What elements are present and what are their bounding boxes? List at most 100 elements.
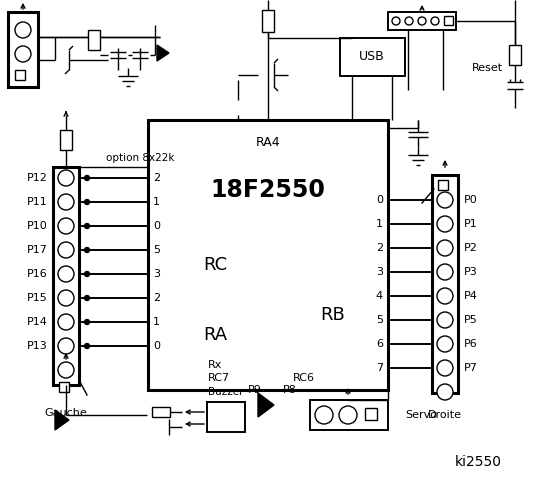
- Text: RA: RA: [203, 326, 227, 344]
- Text: 5: 5: [153, 245, 160, 255]
- Circle shape: [58, 218, 74, 234]
- Circle shape: [437, 384, 453, 400]
- Circle shape: [58, 170, 74, 186]
- Text: P15: P15: [27, 293, 48, 303]
- Bar: [388, 12, 456, 30]
- Circle shape: [431, 17, 439, 25]
- Polygon shape: [157, 45, 169, 61]
- Text: P16: P16: [27, 269, 48, 279]
- Circle shape: [437, 216, 453, 232]
- Circle shape: [85, 344, 90, 348]
- Bar: [310, 400, 388, 430]
- Circle shape: [58, 290, 74, 306]
- Text: 2: 2: [153, 173, 160, 183]
- Text: P11: P11: [27, 197, 48, 207]
- Circle shape: [437, 360, 453, 376]
- Circle shape: [58, 242, 74, 258]
- Text: P0: P0: [464, 195, 478, 205]
- Text: Buzzer: Buzzer: [208, 387, 244, 397]
- Text: 1: 1: [153, 197, 160, 207]
- Text: 2: 2: [376, 243, 383, 253]
- Text: 3: 3: [153, 269, 160, 279]
- Circle shape: [437, 240, 453, 256]
- Circle shape: [437, 264, 453, 280]
- Circle shape: [437, 192, 453, 208]
- Text: P9: P9: [248, 385, 262, 395]
- Text: 0: 0: [153, 341, 160, 351]
- Bar: [207, 402, 245, 432]
- Circle shape: [437, 312, 453, 328]
- Text: ki2550: ki2550: [455, 455, 502, 469]
- Text: RB: RB: [321, 306, 346, 324]
- Bar: [8, 12, 38, 87]
- Bar: [438, 180, 448, 190]
- Text: RC: RC: [203, 256, 227, 274]
- Circle shape: [315, 406, 333, 424]
- Circle shape: [85, 248, 90, 252]
- Text: P12: P12: [27, 173, 48, 183]
- Circle shape: [58, 338, 74, 354]
- Circle shape: [339, 406, 357, 424]
- Bar: [509, 45, 521, 65]
- Circle shape: [437, 336, 453, 352]
- Text: 4: 4: [376, 291, 383, 301]
- Text: P8: P8: [283, 385, 297, 395]
- Circle shape: [85, 224, 90, 228]
- Text: 0: 0: [376, 195, 383, 205]
- Circle shape: [418, 17, 426, 25]
- Circle shape: [85, 296, 90, 300]
- Circle shape: [15, 22, 31, 38]
- Text: 6: 6: [376, 339, 383, 349]
- Text: 2: 2: [153, 293, 160, 303]
- Bar: [432, 175, 458, 393]
- Text: P1: P1: [464, 219, 478, 229]
- Text: P2: P2: [464, 243, 478, 253]
- Circle shape: [58, 266, 74, 282]
- Bar: [60, 130, 72, 150]
- Text: option 8x22k: option 8x22k: [106, 153, 175, 163]
- Text: P14: P14: [27, 317, 48, 327]
- Text: 1: 1: [376, 219, 383, 229]
- Polygon shape: [258, 393, 274, 417]
- Text: P7: P7: [464, 363, 478, 373]
- Text: 3: 3: [376, 267, 383, 277]
- Bar: [444, 16, 453, 25]
- Text: Servo: Servo: [405, 410, 437, 420]
- Circle shape: [15, 46, 31, 62]
- Circle shape: [58, 194, 74, 210]
- Circle shape: [85, 176, 90, 180]
- Circle shape: [437, 288, 453, 304]
- Text: P3: P3: [464, 267, 478, 277]
- Text: Rx: Rx: [208, 360, 222, 370]
- Text: 1: 1: [153, 317, 160, 327]
- Circle shape: [405, 17, 413, 25]
- Circle shape: [58, 362, 74, 378]
- Circle shape: [85, 272, 90, 276]
- Text: P6: P6: [464, 339, 478, 349]
- Text: P13: P13: [27, 341, 48, 351]
- Text: P17: P17: [27, 245, 48, 255]
- Bar: [340, 38, 405, 76]
- Bar: [53, 167, 79, 385]
- Bar: [365, 408, 377, 420]
- Circle shape: [392, 17, 400, 25]
- Text: RC6: RC6: [293, 373, 315, 383]
- Text: 7: 7: [376, 363, 383, 373]
- Circle shape: [85, 200, 90, 204]
- Bar: [59, 382, 69, 392]
- Text: P5: P5: [464, 315, 478, 325]
- Polygon shape: [55, 410, 69, 430]
- Bar: [148, 120, 388, 390]
- Text: Droite: Droite: [428, 410, 462, 420]
- Bar: [262, 10, 274, 32]
- Text: P10: P10: [27, 221, 48, 231]
- Text: 5: 5: [376, 315, 383, 325]
- Text: 0: 0: [153, 221, 160, 231]
- Bar: [152, 407, 170, 417]
- Text: RA4: RA4: [255, 135, 280, 148]
- Text: Reset: Reset: [472, 63, 503, 73]
- Text: P4: P4: [464, 291, 478, 301]
- Text: Gauche: Gauche: [45, 408, 87, 418]
- Bar: [88, 30, 100, 50]
- Circle shape: [85, 320, 90, 324]
